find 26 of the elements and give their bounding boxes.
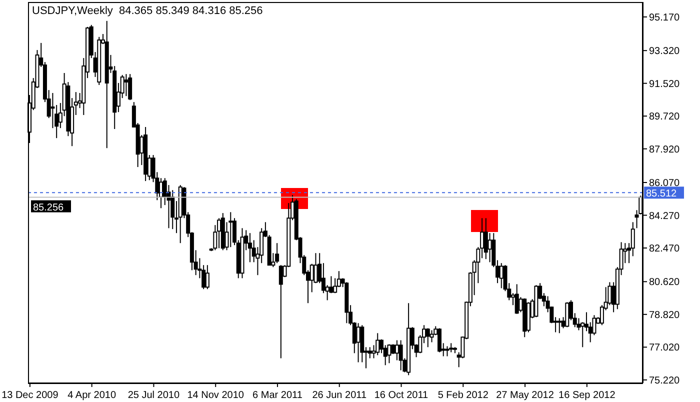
y-tick-label: 86.070 — [649, 178, 680, 190]
x-tick-label: 27 May 2012 — [496, 390, 554, 401]
x-tick-label: 4 Apr 2010 — [68, 390, 116, 401]
x-tick-label: 5 Feb 2012 — [438, 390, 489, 401]
y-tick-label: 84.270 — [649, 210, 680, 222]
x-tick-label: 16 Oct 2011 — [374, 390, 429, 401]
y-tick-label: 77.020 — [649, 342, 680, 354]
x-tick-label: 26 Jun 2011 — [312, 390, 367, 401]
y-tick-label: 93.320 — [649, 46, 680, 58]
candlestick — [228, 212, 233, 248]
y-tick-label: 91.520 — [649, 78, 680, 90]
x-tick-label: 14 Nov 2010 — [187, 390, 244, 401]
chart-title: USDJPY,Weekly 84.365 85.349 84.316 85.256 — [32, 5, 263, 17]
y-tick-label: 89.720 — [649, 112, 680, 123]
y-tick-label: 95.170 — [649, 12, 680, 24]
y-tick-label: 75.220 — [649, 375, 680, 386]
y-tick-label: 80.620 — [649, 277, 680, 288]
x-tick-label: 25 Jul 2010 — [128, 390, 180, 401]
x-tick-label: 13 Dec 2009 — [2, 390, 59, 401]
x-tick-label: 16 Sep 2012 — [558, 390, 616, 401]
y-tick-label: 78.820 — [649, 310, 680, 321]
ref-line-label: 85.256 — [33, 202, 64, 214]
ref-line-label: 85.512 — [646, 188, 678, 200]
x-tick-label: 6 Mar 2011 — [252, 390, 303, 401]
y-tick-label: 82.470 — [649, 244, 680, 255]
y-tick-label: 87.920 — [649, 144, 680, 156]
